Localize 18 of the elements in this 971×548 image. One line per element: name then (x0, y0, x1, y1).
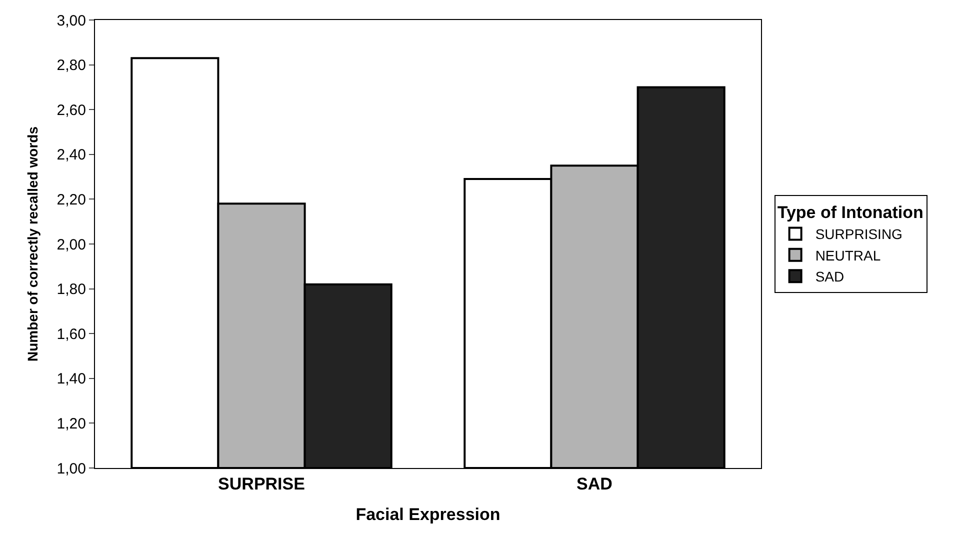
y-axis-title: Number of correctly recalled words (24, 126, 40, 362)
y-tick-label: 2,60 (56, 102, 86, 119)
x-tick-label: SURPRISE (218, 474, 305, 494)
y-tick-label: 1,60 (56, 326, 86, 343)
y-tick-label: 1,80 (56, 281, 86, 298)
y-tick-label: 1,20 (56, 415, 86, 432)
y-tick-label: 2,80 (56, 57, 86, 74)
y-tick-label: 1,00 (56, 460, 86, 478)
y-tick-label: 2,00 (56, 236, 86, 254)
y-tick-label: 1,40 (56, 370, 86, 388)
y-tick-label: 2,20 (56, 191, 86, 208)
legend-label: SURPRISING (815, 226, 902, 242)
x-axis-title: Facial Expression (356, 504, 500, 524)
legend-label: SAD (815, 268, 844, 285)
y-tick-label: 2,40 (56, 146, 86, 164)
y-tick-label: 3,00 (56, 12, 86, 30)
legend-label: NEUTRAL (815, 247, 881, 264)
legend-title: Type of Intonation (777, 203, 924, 222)
